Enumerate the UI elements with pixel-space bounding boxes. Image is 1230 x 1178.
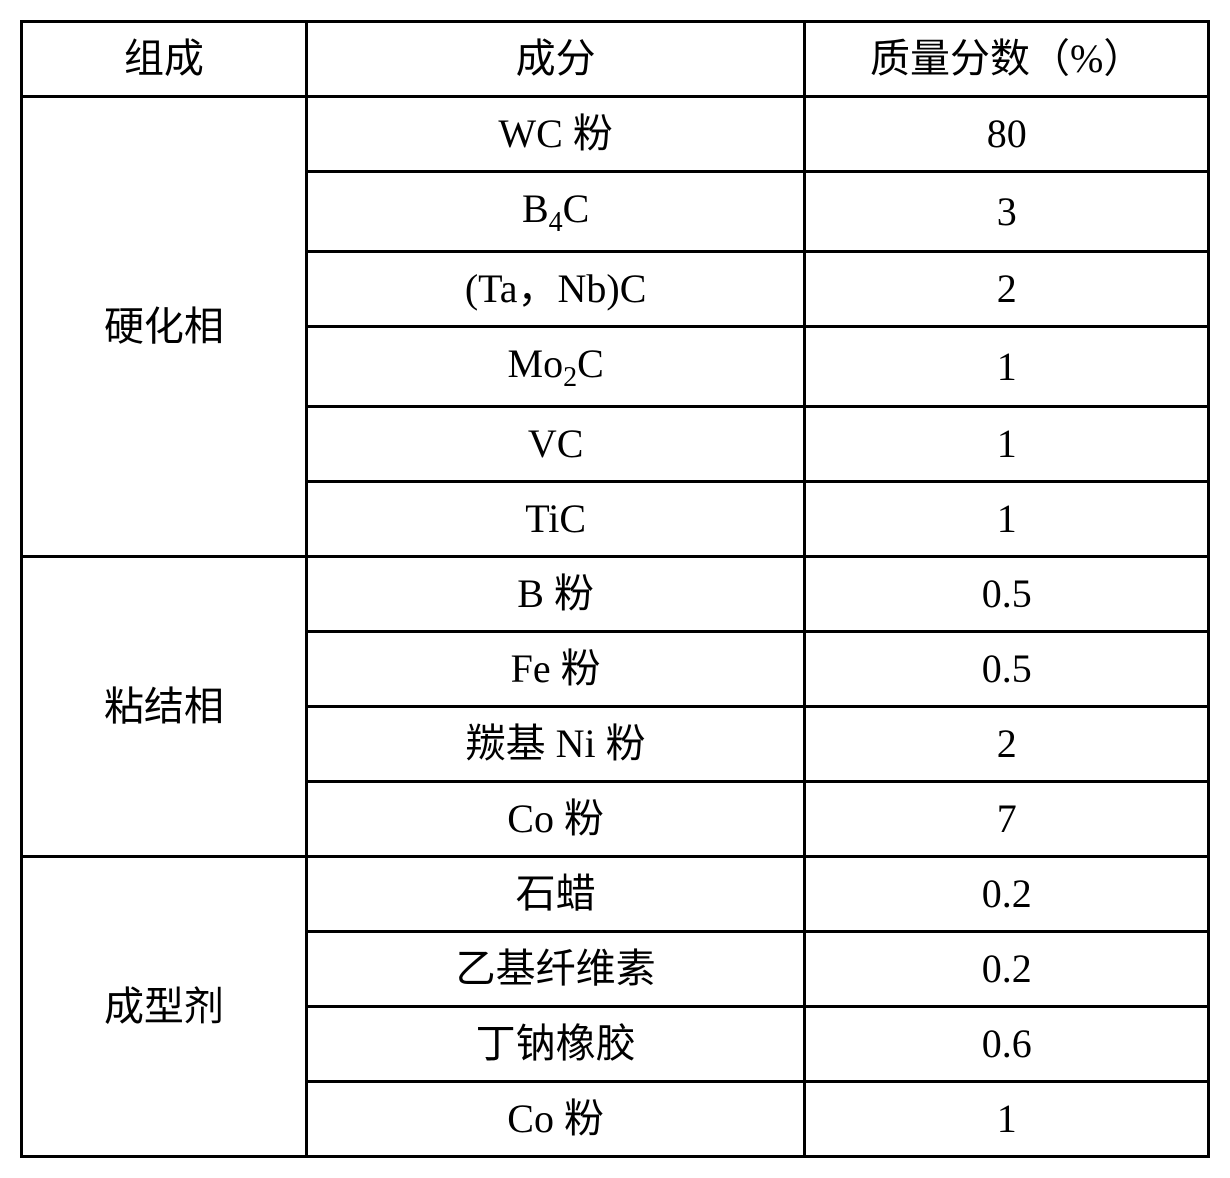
table-header-row: 组成 成分 质量分数（%） — [22, 22, 1209, 97]
ingredient-cell: B4C — [306, 172, 805, 252]
mass-cell: 2 — [805, 707, 1209, 782]
mass-cell: 1 — [805, 1082, 1209, 1157]
col-header-group: 组成 — [22, 22, 307, 97]
ingredient-cell: WC 粉 — [306, 97, 805, 172]
ingredient-cell: 石蜡 — [306, 857, 805, 932]
ingredient-cell: 乙基纤维素 — [306, 932, 805, 1007]
table-row: 粘结相B 粉0.5 — [22, 557, 1209, 632]
table-row: 成型剂石蜡0.2 — [22, 857, 1209, 932]
table-body: 硬化相WC 粉80B4C3(Ta，Nb)C2Mo2C1VC1TiC1粘结相B 粉… — [22, 97, 1209, 1157]
mass-cell: 0.2 — [805, 932, 1209, 1007]
mass-cell: 1 — [805, 407, 1209, 482]
composition-table-wrap: 组成 成分 质量分数（%） 硬化相WC 粉80B4C3(Ta，Nb)C2Mo2C… — [20, 20, 1210, 1158]
mass-cell: 1 — [805, 482, 1209, 557]
mass-cell: 7 — [805, 782, 1209, 857]
composition-table: 组成 成分 质量分数（%） 硬化相WC 粉80B4C3(Ta，Nb)C2Mo2C… — [20, 20, 1210, 1158]
mass-cell: 0.5 — [805, 632, 1209, 707]
col-header-mass: 质量分数（%） — [805, 22, 1209, 97]
ingredient-cell: Co 粉 — [306, 1082, 805, 1157]
mass-cell: 2 — [805, 252, 1209, 327]
group-cell: 粘结相 — [22, 557, 307, 857]
ingredient-cell: VC — [306, 407, 805, 482]
mass-cell: 3 — [805, 172, 1209, 252]
ingredient-cell: 羰基 Ni 粉 — [306, 707, 805, 782]
ingredient-cell: Fe 粉 — [306, 632, 805, 707]
mass-cell: 80 — [805, 97, 1209, 172]
ingredient-cell: TiC — [306, 482, 805, 557]
ingredient-cell: (Ta，Nb)C — [306, 252, 805, 327]
ingredient-cell: Co 粉 — [306, 782, 805, 857]
mass-cell: 1 — [805, 327, 1209, 407]
ingredient-cell: B 粉 — [306, 557, 805, 632]
group-cell: 成型剂 — [22, 857, 307, 1157]
mass-cell: 0.6 — [805, 1007, 1209, 1082]
mass-cell: 0.5 — [805, 557, 1209, 632]
ingredient-cell: Mo2C — [306, 327, 805, 407]
table-row: 硬化相WC 粉80 — [22, 97, 1209, 172]
ingredient-cell: 丁钠橡胶 — [306, 1007, 805, 1082]
col-header-ingredient: 成分 — [306, 22, 805, 97]
group-cell: 硬化相 — [22, 97, 307, 557]
mass-cell: 0.2 — [805, 857, 1209, 932]
